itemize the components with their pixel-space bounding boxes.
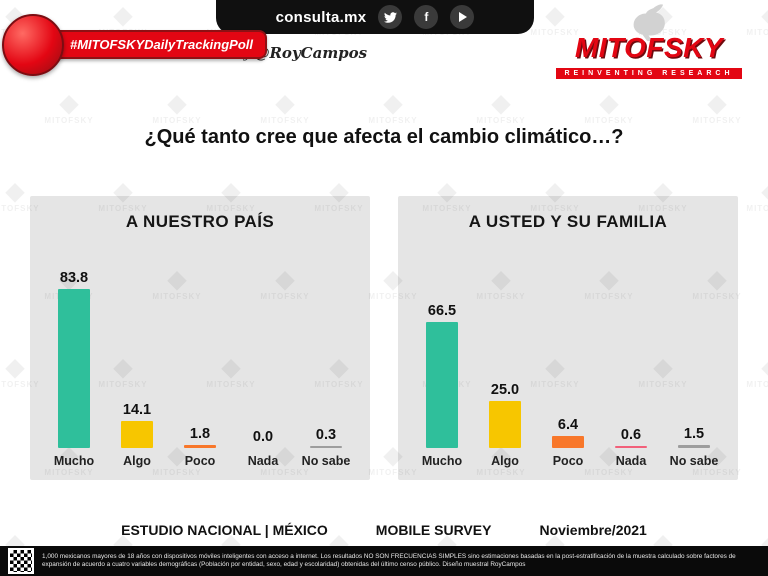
survey-date: Noviembre/2021 [539, 522, 647, 538]
bar [58, 288, 90, 448]
red-sphere-icon [2, 14, 64, 76]
methodology-note: 1,000 mexicanos mayores de 18 años con d… [42, 552, 736, 568]
bar-chart-familia: 66.5 Mucho 25.0 Algo 6.4 Poco 0.6 Nada 1.5 No sab… [414, 232, 722, 470]
bar-value: 25.0 [490, 381, 520, 398]
bar-value: 6.4 [557, 416, 579, 433]
survey-mode: MOBILE SURVEY [375, 522, 492, 538]
bar-group-mucho: 83.8 Mucho [46, 270, 102, 470]
bar-group-poco: 1.8 Poco [172, 426, 228, 470]
bar-category-label: Poco [552, 454, 584, 468]
chart-panel-familia: A USTED Y SU FAMILIA 66.5 Mucho 25.0 Algo 6.… [398, 196, 738, 480]
bar [678, 445, 710, 448]
byline-author: @RoyCampos [254, 44, 368, 62]
play-triangle-icon [459, 12, 468, 22]
study-meta-row: ESTUDIO NACIONAL | MÉXICO MOBILE SURVEY … [0, 522, 768, 538]
bar-group-no-sabe: 0.3 No sabe [298, 427, 354, 470]
youtube-icon[interactable] [450, 5, 475, 29]
study-scope: ESTUDIO NACIONAL | MÉXICO [121, 522, 328, 538]
bar-group-nada: 0.6 Nada [603, 427, 659, 470]
bar-group-algo: 25.0 Algo [477, 382, 533, 471]
bar-category-label: Algo [491, 454, 519, 468]
bar-category-label: No sabe [301, 454, 351, 468]
bar-group-poco: 6.4 Poco [540, 417, 596, 470]
daily-tracking-badge: #MITOFSKYDailyTrackingPoll [2, 14, 268, 76]
chart-panel-pais: A NUESTRO PAÍS 83.8 Mucho 14.1 Algo 1.8 Poco 0… [30, 196, 370, 480]
bar-group-nada: 0.0 Nada [235, 429, 291, 470]
bar-value: 1.5 [683, 426, 705, 443]
bar-category-label: Algo [123, 454, 151, 468]
bar-value: 66.5 [427, 302, 457, 319]
bar-value: 0.3 [315, 427, 337, 443]
bar-category-label: Mucho [53, 454, 95, 468]
bar-category-label: Nada [247, 454, 279, 468]
chart-panels: A NUESTRO PAÍS 83.8 Mucho 14.1 Algo 1.8 Poco 0… [30, 196, 738, 480]
bar-group-no-sabe: 1.5 No sabe [666, 426, 722, 470]
bar [489, 400, 521, 448]
bar-category-label: No sabe [669, 454, 719, 468]
bar-category-label: Nada [615, 454, 647, 468]
site-label: consulta.mx [275, 8, 367, 26]
bar-chart-pais: 83.8 Mucho 14.1 Algo 1.8 Poco 0.0 Nada 0.3 No sab… [46, 232, 354, 470]
bar [184, 444, 216, 448]
brand-logo: MITOFSKY REINVENTING RESEARCH [544, 2, 754, 80]
bar-value: 83.8 [59, 269, 89, 286]
hashtag-ribbon: #MITOFSKYDailyTrackingPoll [30, 30, 268, 59]
facebook-icon[interactable]: f [414, 5, 439, 29]
bar-value: 0.6 [620, 427, 642, 443]
chart-title-pais: A NUESTRO PAÍS [125, 212, 275, 231]
chart-title-familia: A USTED Y SU FAMILIA [468, 212, 668, 231]
bar-category-label: Poco [184, 454, 216, 468]
top-bar: consulta.mx f [216, 0, 534, 34]
bar [310, 446, 342, 448]
qr-code [8, 548, 34, 574]
bar-group-mucho: 66.5 Mucho [414, 303, 470, 470]
brand-tagline: REINVENTING RESEARCH [556, 68, 742, 79]
bar-category-label: Mucho [421, 454, 463, 468]
rabbit-icon [544, 2, 754, 42]
twitter-icon[interactable] [378, 5, 403, 29]
bar-group-algo: 14.1 Algo [109, 402, 165, 470]
bar [552, 435, 584, 448]
bar-value: 1.8 [189, 425, 211, 442]
bar [615, 446, 647, 448]
bar [121, 421, 153, 448]
footer-bar: 1,000 mexicanos mayores de 18 años con d… [0, 546, 768, 576]
bar-value: 0.0 [252, 429, 274, 445]
page-title: ¿Qué tanto cree que afecta el cambio cli… [144, 126, 624, 148]
brand-name: MITOFSKY [574, 32, 724, 63]
bar [426, 321, 458, 448]
bar-value: 14.1 [122, 402, 152, 419]
